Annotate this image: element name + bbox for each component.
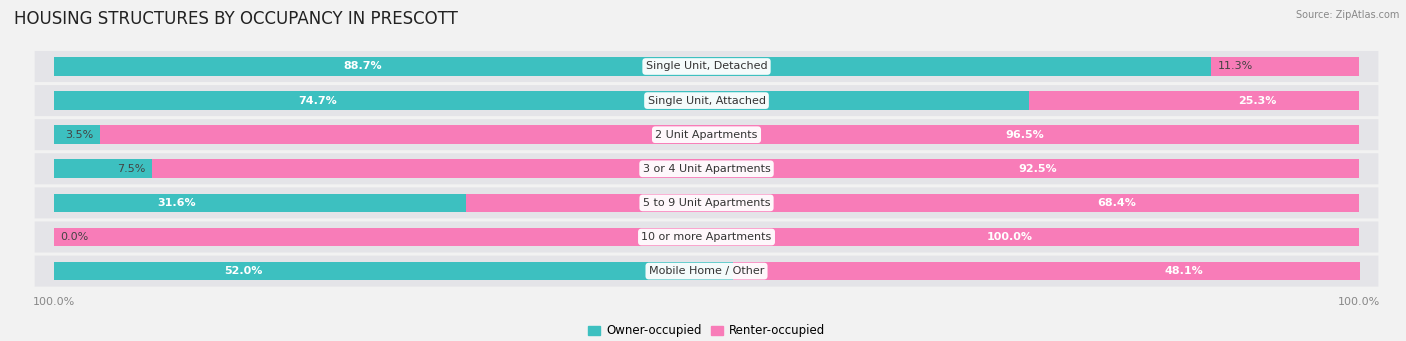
Legend: Owner-occupied, Renter-occupied: Owner-occupied, Renter-occupied [583,320,830,341]
Bar [55,57,1212,76]
FancyBboxPatch shape [35,256,1378,286]
Bar [55,91,1029,110]
Bar [1212,57,1358,76]
Text: 31.6%: 31.6% [157,198,195,208]
Text: 7.5%: 7.5% [117,164,146,174]
Text: Single Unit, Detached: Single Unit, Detached [645,61,768,72]
Text: 88.7%: 88.7% [343,61,382,72]
Text: 74.7%: 74.7% [298,95,336,106]
Text: Mobile Home / Other: Mobile Home / Other [648,266,765,276]
Bar [733,262,1360,280]
Bar [467,193,1358,212]
Text: Source: ZipAtlas.com: Source: ZipAtlas.com [1295,10,1399,20]
Bar [152,159,1358,178]
Text: 68.4%: 68.4% [1097,198,1136,208]
Text: 25.3%: 25.3% [1237,95,1277,106]
Text: 10 or more Apartments: 10 or more Apartments [641,232,772,242]
Text: 48.1%: 48.1% [1164,266,1204,276]
Text: 100.0%: 100.0% [987,232,1032,242]
Text: 11.3%: 11.3% [1218,61,1253,72]
FancyBboxPatch shape [35,51,1378,82]
FancyBboxPatch shape [35,153,1378,184]
FancyBboxPatch shape [35,85,1378,116]
Text: 92.5%: 92.5% [1018,164,1057,174]
Bar [1029,91,1358,110]
FancyBboxPatch shape [35,188,1378,218]
Text: 2 Unit Apartments: 2 Unit Apartments [655,130,758,140]
Text: 3.5%: 3.5% [65,130,93,140]
Bar [55,125,100,144]
Text: 0.0%: 0.0% [60,232,89,242]
Bar [55,193,467,212]
Text: 52.0%: 52.0% [224,266,262,276]
Text: 96.5%: 96.5% [1005,130,1045,140]
Text: 3 or 4 Unit Apartments: 3 or 4 Unit Apartments [643,164,770,174]
FancyBboxPatch shape [35,119,1378,150]
Bar [100,125,1358,144]
Text: 5 to 9 Unit Apartments: 5 to 9 Unit Apartments [643,198,770,208]
Bar [55,159,152,178]
FancyBboxPatch shape [35,222,1378,252]
Text: HOUSING STRUCTURES BY OCCUPANCY IN PRESCOTT: HOUSING STRUCTURES BY OCCUPANCY IN PRESC… [14,10,458,28]
Text: Single Unit, Attached: Single Unit, Attached [648,95,765,106]
Bar [55,262,733,280]
Bar [55,228,1358,246]
